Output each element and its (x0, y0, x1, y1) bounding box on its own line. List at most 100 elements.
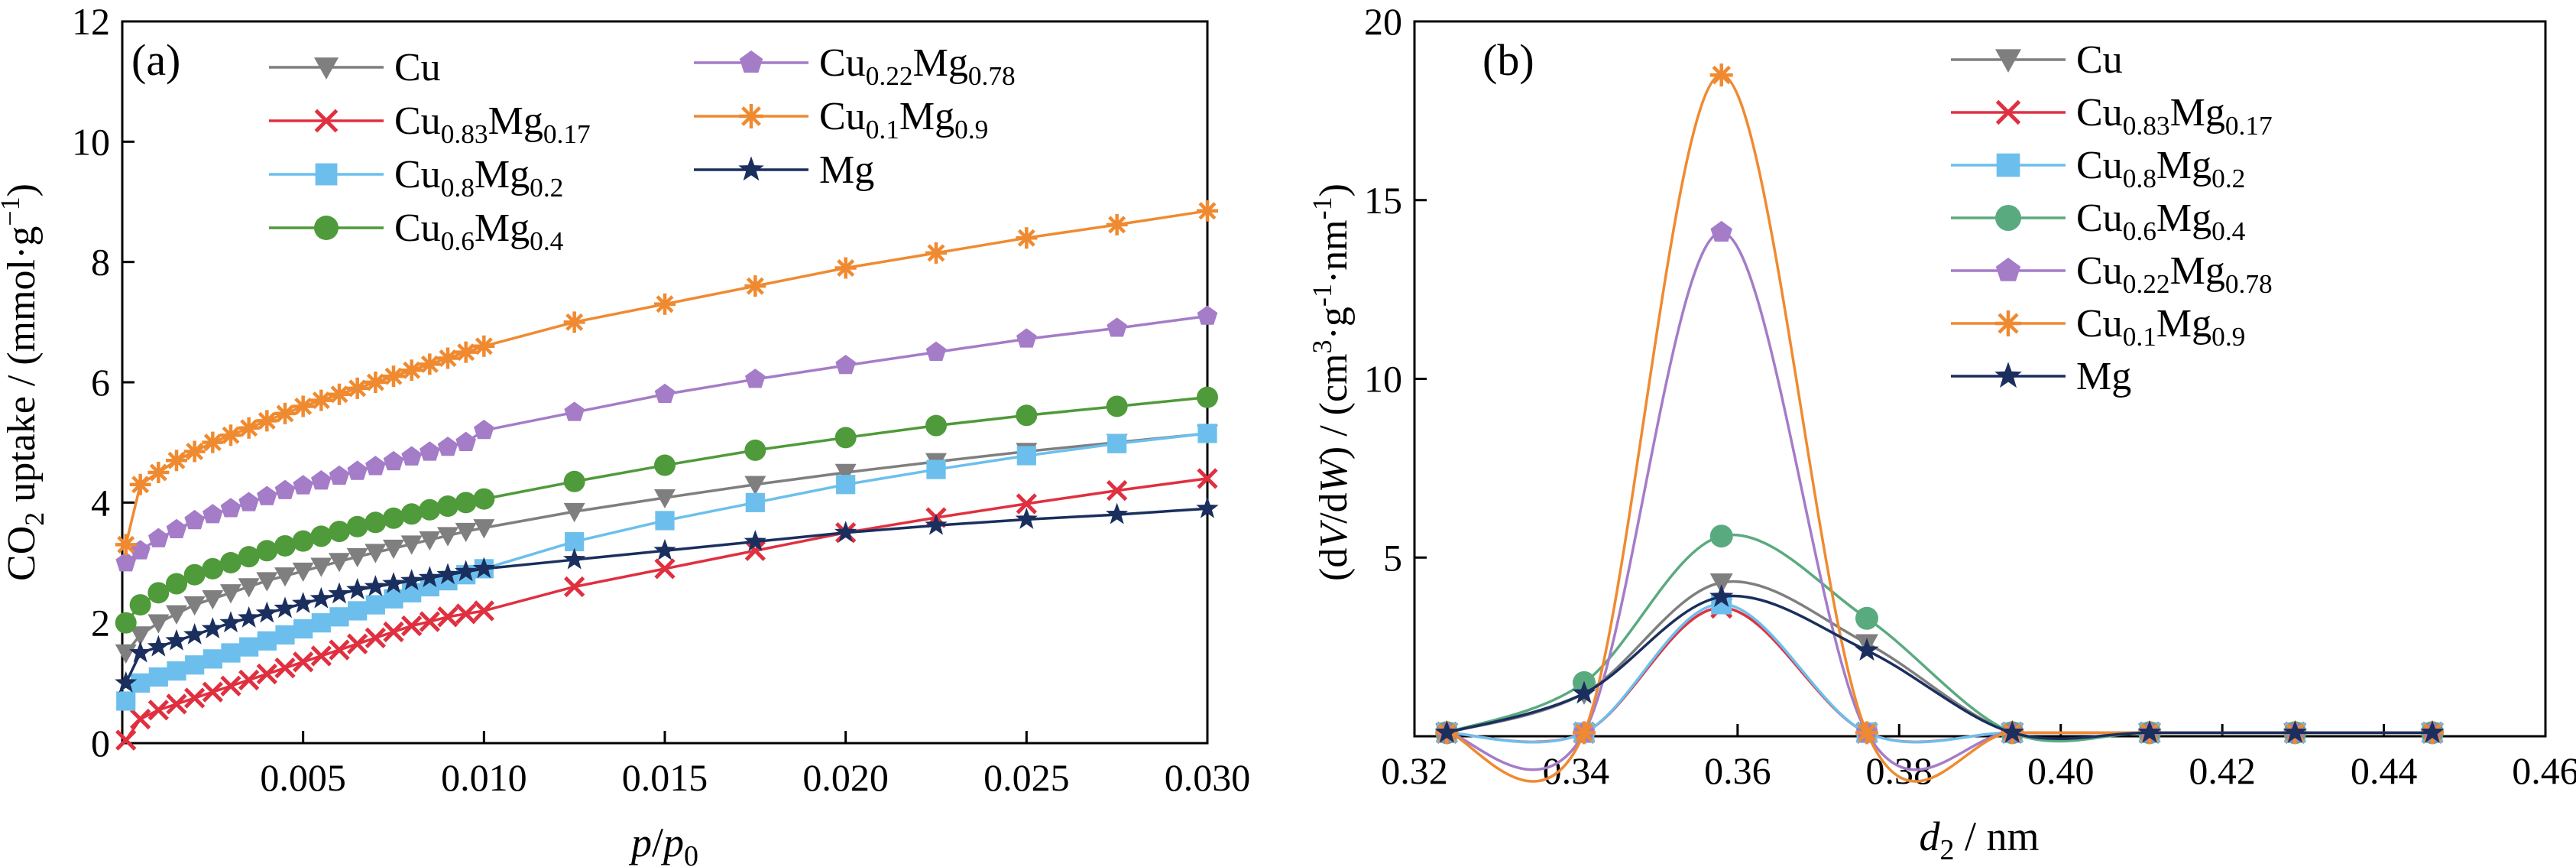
series-line-mg (1446, 594, 2432, 741)
y-tick-label: 2 (91, 602, 110, 645)
data-point (184, 509, 205, 530)
data-point (563, 311, 585, 333)
data-point (1106, 502, 1129, 524)
data-point (654, 489, 676, 509)
data-point (166, 518, 187, 539)
data-point (653, 538, 676, 560)
panel-a-label: (a) (131, 35, 180, 85)
data-point (292, 651, 314, 673)
legend-marker (1995, 205, 2021, 231)
data-point (365, 511, 387, 534)
data-point (115, 644, 137, 664)
data-point (383, 621, 404, 643)
legend-item-cu0-83mg0-17: Cu0.83Mg0.17 (1951, 91, 2273, 141)
data-point (292, 530, 314, 552)
data-point (474, 419, 494, 440)
data-point (473, 600, 495, 622)
data-point (309, 586, 332, 609)
data-point (744, 540, 766, 561)
data-point (1434, 719, 1459, 743)
data-point (238, 546, 260, 568)
data-point (654, 293, 676, 315)
data-point (1197, 468, 1218, 489)
data-point (293, 475, 313, 495)
data-point (183, 596, 206, 616)
data-point (292, 562, 314, 583)
data-point (1016, 493, 1037, 515)
x-tick-label: 0.030 (1165, 756, 1251, 799)
data-point (745, 369, 766, 388)
data-point (238, 417, 260, 439)
panel-b: (b) 5 10 15 20 0.32 0.34 0.36 0.38 0.40 0.42 0.44… (1307, 0, 2576, 866)
x-tick-label: 0.40 (2027, 749, 2095, 792)
panel-b-x-axis-label: d2 / nm (1919, 813, 2039, 866)
data-point (348, 601, 368, 621)
data-point (745, 492, 765, 512)
series-line-cu0-6mg0-4 (125, 395, 1208, 624)
data-point (473, 519, 495, 539)
legend-label: Mg (819, 148, 874, 192)
data-point (400, 535, 423, 555)
data-point (419, 611, 441, 632)
data-point (925, 513, 948, 535)
data-point (346, 515, 368, 537)
data-point (2137, 719, 2162, 743)
data-point (1197, 386, 1218, 408)
data-point (148, 667, 168, 687)
y-tick-label: 20 (1364, 0, 1402, 43)
y-tick-label: 8 (91, 241, 110, 284)
data-point (167, 661, 186, 681)
data-point (219, 611, 242, 633)
data-point (383, 539, 404, 560)
data-point (148, 528, 169, 547)
legend-label: Cu (2076, 38, 2123, 82)
data-point (329, 639, 350, 661)
data-point (329, 521, 350, 543)
data-point (1196, 496, 1219, 518)
series-mg (1434, 584, 2445, 743)
legend-label: Cu0.8Mg0.2 (2076, 144, 2245, 193)
data-point (329, 383, 350, 405)
data-point (220, 675, 241, 697)
series-cu0-1mg0-9 (115, 200, 1218, 556)
data-point (1016, 404, 1038, 427)
series-cu (115, 424, 1218, 664)
data-point (365, 372, 387, 393)
data-point (437, 347, 458, 369)
data-point (437, 606, 458, 628)
legend-label: Cu0.6Mg0.4 (394, 206, 564, 256)
data-point (1015, 507, 1038, 529)
panel-b-plot-area (1434, 63, 2445, 783)
data-point (115, 552, 137, 572)
data-point (400, 615, 423, 637)
legend-label: Cu0.22Mg0.78 (819, 41, 1016, 91)
panel-a-y-axis-label: CO2 uptake / (mmol·g−1) (0, 183, 50, 581)
panel-b-y-ticks: 5 10 15 20 (1364, 0, 1427, 579)
data-point (564, 401, 585, 421)
data-point (115, 612, 137, 634)
legend-marker (739, 104, 763, 128)
data-point (274, 657, 296, 679)
x-tick-label: 0.44 (2351, 749, 2418, 792)
data-point (202, 681, 224, 703)
series-line-cu (1446, 580, 2432, 741)
data-point (455, 522, 477, 543)
data-point (834, 521, 857, 543)
panel-a-x-axis-label: p/p0 (628, 820, 698, 867)
data-point (1107, 317, 1127, 337)
data-point (365, 544, 387, 563)
data-point (274, 479, 296, 499)
legend-marker (314, 216, 339, 240)
data-point (185, 655, 205, 675)
data-point (275, 625, 295, 645)
data-point (292, 395, 314, 417)
data-point (166, 450, 187, 472)
data-point (202, 557, 224, 580)
data-point (655, 511, 675, 531)
panel-b-legend: Cu Cu0.83Mg0.17Cu0.8Mg0.2Cu0.6Mg0.4Cu0.22… (1951, 38, 2273, 398)
legend-label: Cu (394, 46, 441, 89)
data-point (292, 592, 315, 613)
data-point (563, 576, 585, 598)
